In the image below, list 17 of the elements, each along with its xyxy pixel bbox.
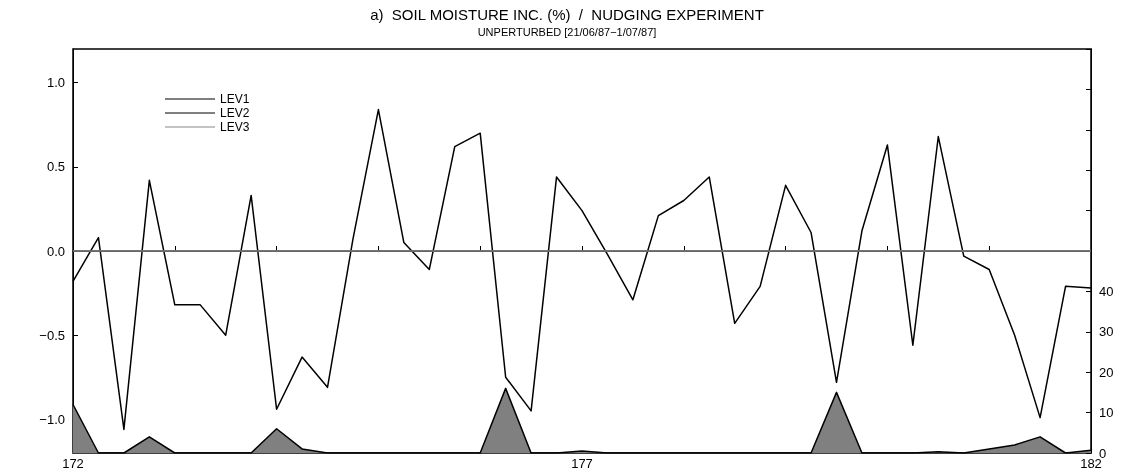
x-tick-label: 177 [571, 456, 593, 471]
legend-label: LEV2 [220, 106, 250, 120]
y-tick-label: 0.5 [46, 159, 65, 175]
x-tick-label: 182 [1080, 456, 1102, 471]
y2-tick-label: 30 [1099, 324, 1114, 340]
y-tick-label: 0.0 [46, 243, 65, 259]
legend-label: LEV1 [220, 92, 250, 106]
y-tick-label: 1.0 [46, 75, 65, 91]
chart-title: a) SOIL MOISTURE INC. (%) / NUDGING EXPERIMENT [370, 6, 764, 23]
y2-tick-label: 20 [1099, 364, 1114, 380]
y2-tick-label: 10 [1099, 405, 1114, 421]
chart-subtitle: UNPERTURBED [21/06/87−1/07/87] [477, 25, 657, 38]
y2-tick-label: 40 [1099, 283, 1114, 299]
y-tick-label: −1.0 [39, 411, 65, 427]
y-tick-label: −0.5 [39, 327, 65, 343]
x-tick-label: 172 [62, 456, 84, 471]
legend-label: LEV3 [220, 120, 250, 134]
